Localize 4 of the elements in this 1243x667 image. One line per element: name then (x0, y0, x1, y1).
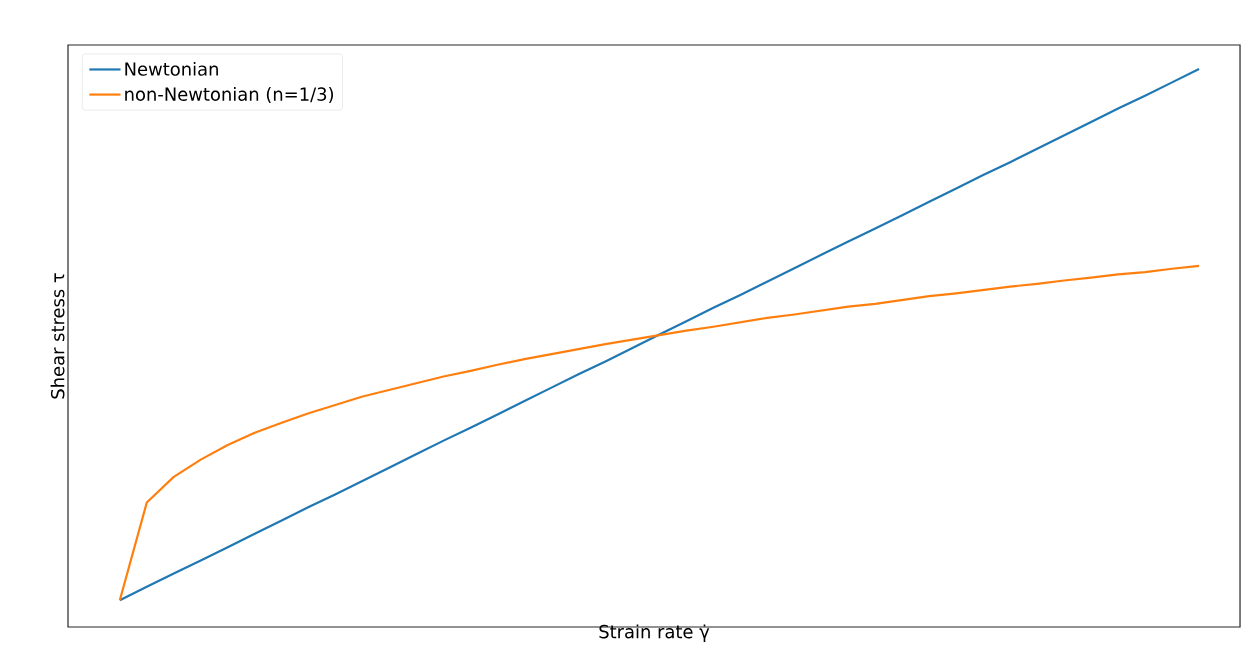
x-axis-title: Strain rate γ̇ (599, 624, 710, 642)
legend-label: Newtonian (125, 61, 218, 76)
legend-label: non-Newtonian (n=1/3) (125, 87, 334, 103)
y-axis-title: Shear stress τ (50, 273, 65, 399)
